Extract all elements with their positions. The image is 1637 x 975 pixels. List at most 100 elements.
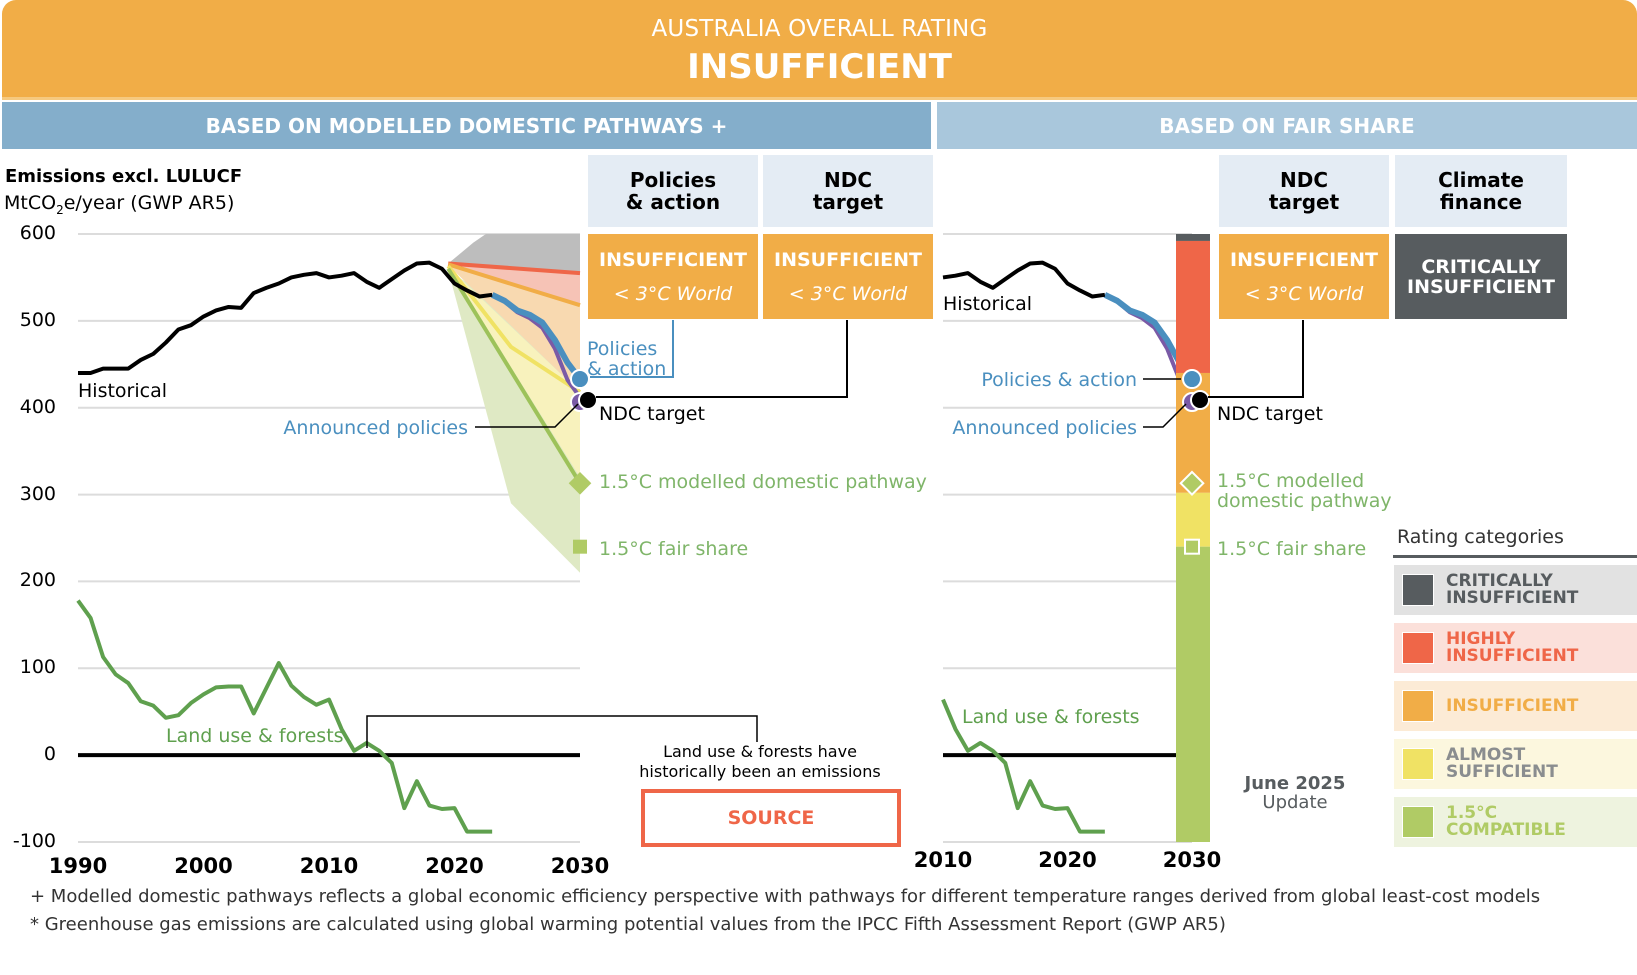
column-header-line: finance — [1439, 190, 1523, 214]
legend-item: ALMOST SUFFICIENT — [1394, 739, 1637, 789]
legend-swatch — [1402, 574, 1434, 606]
band-critically-insufficient — [448, 234, 580, 274]
x-tick-label-fair: 2020 — [1038, 848, 1097, 872]
column-header-line: NDC — [1279, 168, 1329, 192]
column-header-line: & action — [625, 190, 721, 214]
rating-box-ndc-fair: INSUFFICIENT < 3°C World — [1219, 234, 1389, 319]
x-tick-label: 2010 — [299, 854, 359, 878]
announced-connector — [475, 403, 579, 428]
legend-label-line: SUFFICIENT — [1446, 762, 1558, 782]
x-tick-label: 2020 — [425, 854, 484, 878]
label-announced-fair: Announced policies — [952, 417, 1137, 439]
fair-share-segment — [1176, 240, 1210, 373]
lulucf-note-line: Land use & forests have — [663, 742, 857, 761]
series-line-right — [942, 260, 1106, 299]
y-tick-label: 300 — [19, 482, 56, 505]
label-policies-line1: Policies — [587, 338, 657, 360]
legend-label-line: CRITICALLY — [1446, 571, 1553, 591]
rating-label: INSUFFICIENT — [599, 248, 747, 271]
y-axis-title: Emissions excl. LULUCF — [5, 166, 243, 187]
fair-share-segment — [1176, 234, 1210, 241]
fair-share-segment — [1176, 492, 1210, 547]
series-line-left — [490, 292, 583, 381]
label-policies-fair: Policies & action — [981, 369, 1137, 391]
rating-box-policies: INSUFFICIENT < 3°C World — [588, 234, 758, 319]
lulucf-connector — [366, 715, 758, 748]
label-ndc-fair: NDC target — [1217, 403, 1323, 425]
label-historical-fair: Historical — [943, 293, 1032, 315]
legend-label: INSUFFICIENT — [1446, 697, 1578, 715]
y-tick-label: 200 — [19, 569, 56, 592]
x-tick-label: 1990 — [48, 854, 108, 878]
rating-label: INSUFFICIENT — [774, 248, 922, 271]
footnote-modelled: + Modelled domestic pathways reflects a … — [30, 886, 1541, 907]
legend-label-line: INSUFFICIENT — [1446, 646, 1579, 666]
y-tick-label: 0 — [43, 743, 56, 766]
policies-marker-fair — [1182, 369, 1202, 390]
legend-label-line: INSUFFICIENT — [1446, 588, 1579, 608]
legend-label-line: ALMOST — [1446, 745, 1526, 765]
rating-box-ndc-modelled: INSUFFICIENT < 3°C World — [763, 234, 933, 319]
update-label: Update — [1262, 792, 1328, 813]
lulucf-note: Land use & forests have historically bee… — [600, 742, 920, 782]
legend-label: CRITICALLY INSUFFICIENT — [1446, 573, 1578, 607]
boundary-insufficient — [447, 262, 581, 308]
column-header-line: Policies — [629, 168, 717, 192]
y-tick-label: -100 — [12, 830, 56, 852]
fair-share-marker — [573, 539, 587, 554]
label-fair-share: 1.5°C fair share — [599, 538, 748, 560]
y-tick-label: 400 — [19, 395, 56, 418]
label-historical: Historical — [78, 380, 167, 402]
update-date: June 2025 Update — [1230, 773, 1360, 812]
label-lulucf: Land use & forests — [166, 725, 344, 747]
label-policies-line2: & action — [587, 358, 666, 380]
legend-swatch — [1402, 632, 1434, 664]
update-date-line: June 2025 — [1244, 773, 1346, 794]
legend-item: 1.5°C COMPATIBLE — [1394, 797, 1637, 847]
overall-rating-banner: AUSTRALIA OVERALL RATING INSUFFICIENT — [2, 0, 1637, 100]
fair-share-marker-fair — [1184, 538, 1200, 555]
source-badge: SOURCE — [641, 789, 901, 847]
rating-world: < 3°C World — [788, 282, 908, 305]
ndc-marker — [578, 390, 598, 411]
legend-item: INSUFFICIENT — [1394, 681, 1637, 731]
rating-world: < 3°C World — [613, 282, 733, 305]
y-tick-label: 100 — [19, 656, 56, 679]
ndc-marker-fair — [1190, 390, 1210, 411]
x-tick-label: 2000 — [174, 854, 233, 878]
column-header-ndc-fair: NDC target — [1219, 155, 1389, 227]
column-header-policies: Policies & action — [588, 155, 758, 227]
announced-connector-fair — [1143, 403, 1187, 428]
x-tick-label-fair: 2010 — [913, 848, 973, 872]
legend-label-line: COMPATIBLE — [1446, 820, 1566, 840]
series-line-left — [78, 260, 493, 375]
rating-box-climate-finance: CRITICALLY INSUFFICIENT — [1395, 234, 1567, 319]
label-announced: Announced policies — [283, 417, 468, 439]
rating-world: < 3°C World — [1244, 282, 1364, 305]
legend-label: ALMOST SUFFICIENT — [1446, 747, 1558, 781]
pathway-1-5-marker-fair — [1179, 470, 1205, 497]
label-ndc: NDC target — [599, 403, 705, 425]
series-line-right — [941, 698, 1105, 834]
section-modelled-pathways: BASED ON MODELLED DOMESTIC PATHWAYS + — [2, 102, 931, 149]
legend-item: CRITICALLY INSUFFICIENT — [1394, 565, 1637, 615]
y-tick-label: 600 — [19, 222, 56, 244]
fair-share-segment — [1176, 546, 1210, 842]
y-tick-label: 500 — [19, 308, 56, 331]
legend-divider — [1393, 555, 1637, 558]
policies-marker — [570, 369, 590, 390]
rating-label: INSUFFICIENT — [1230, 248, 1378, 271]
y-axis-unit: MtCO2e/year (GWP AR5) — [4, 192, 235, 217]
column-header-line: target — [812, 190, 884, 214]
legend-swatch — [1402, 806, 1434, 838]
column-header-line: target — [1268, 190, 1340, 214]
label-pathway-1-5-fair-line2: domestic pathway — [1217, 490, 1392, 512]
label-pathway-1-5-fair-line1: 1.5°C modelled — [1217, 470, 1364, 492]
ndc-connector-fair — [1208, 320, 1304, 398]
pathway-1-5-marker — [568, 471, 592, 495]
lulucf-note-line: historically been an emissions — [639, 762, 881, 781]
section-fair-share: BASED ON FAIR SHARE — [937, 102, 1637, 149]
x-tick-label-fair: 2030 — [1162, 848, 1222, 872]
legend-label-line: HIGHLY — [1446, 629, 1516, 649]
